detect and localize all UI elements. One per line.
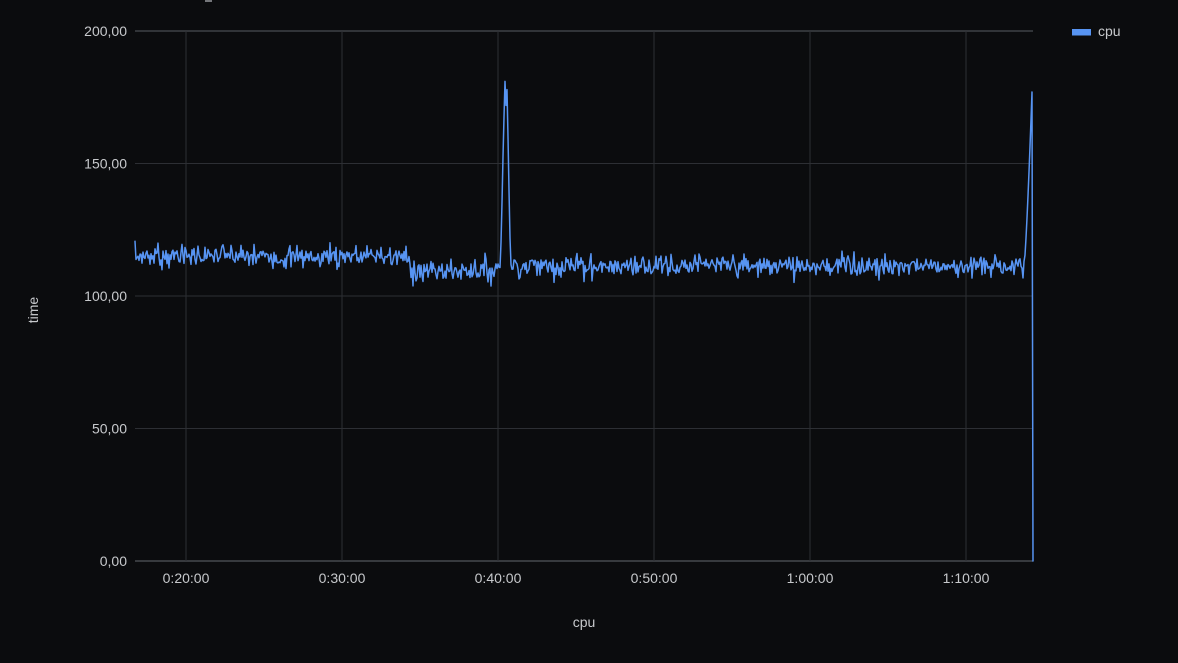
svg-text:0:20:00: 0:20:00 bbox=[163, 570, 210, 586]
svg-text:1:10:00: 1:10:00 bbox=[943, 570, 990, 586]
svg-text:0:50:00: 0:50:00 bbox=[631, 570, 678, 586]
svg-text:cpu: cpu bbox=[1098, 23, 1121, 39]
svg-text:100,00: 100,00 bbox=[84, 288, 127, 304]
svg-text:50,00: 50,00 bbox=[92, 421, 127, 437]
svg-text:time: time bbox=[25, 297, 41, 324]
svg-text:0:30:00: 0:30:00 bbox=[319, 570, 366, 586]
svg-text:1:00:00: 1:00:00 bbox=[787, 570, 834, 586]
svg-text:0:40:00: 0:40:00 bbox=[475, 570, 522, 586]
svg-text:150,00: 150,00 bbox=[84, 156, 127, 172]
svg-text:cpu: cpu bbox=[573, 614, 596, 630]
svg-text:200,00: 200,00 bbox=[84, 23, 127, 39]
svg-text:0,00: 0,00 bbox=[100, 553, 127, 569]
